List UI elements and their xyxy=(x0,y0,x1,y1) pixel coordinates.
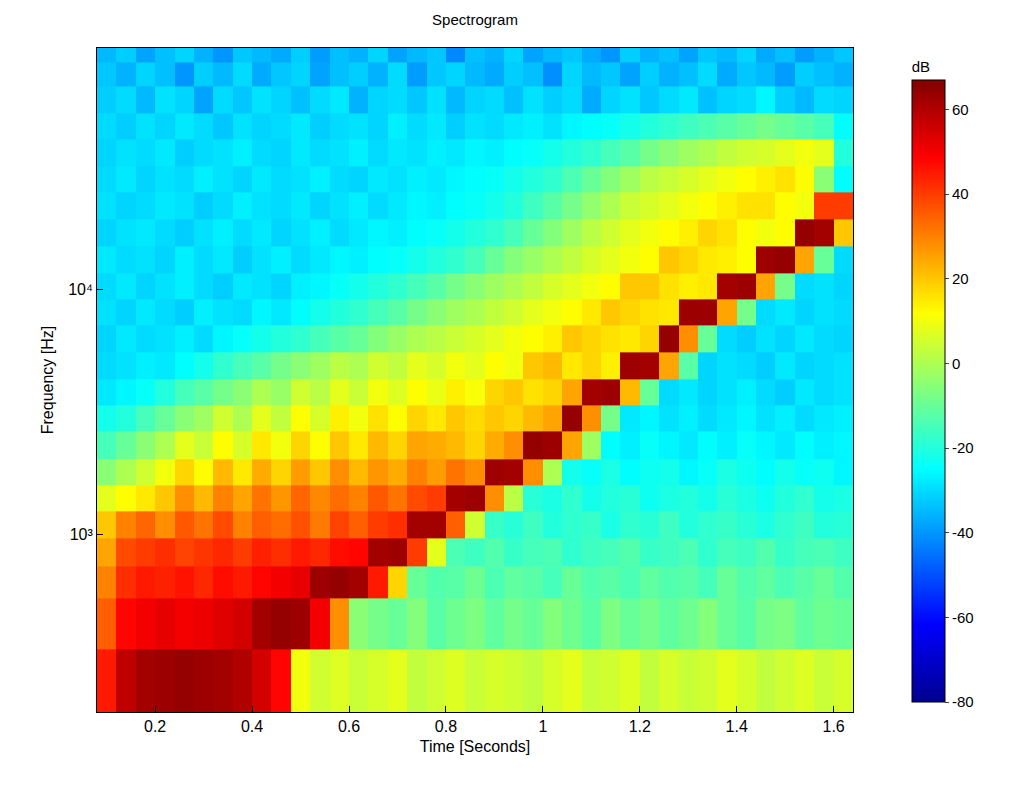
svg-text:0.4: 0.4 xyxy=(241,718,263,735)
svg-text:0.2: 0.2 xyxy=(144,718,166,735)
svg-text:Frequency [Hz]: Frequency [Hz] xyxy=(39,326,56,434)
svg-text:1: 1 xyxy=(538,718,547,735)
svg-text:1.2: 1.2 xyxy=(629,718,651,735)
svg-text:-20: -20 xyxy=(952,439,974,456)
svg-text:0.8: 0.8 xyxy=(435,718,457,735)
svg-text:1.4: 1.4 xyxy=(726,718,748,735)
svg-text:10⁴: 10⁴ xyxy=(68,281,93,298)
svg-text:60: 60 xyxy=(952,101,969,118)
svg-text:-40: -40 xyxy=(952,524,974,541)
svg-text:-60: -60 xyxy=(952,609,974,626)
svg-text:Time [Seconds]: Time [Seconds] xyxy=(420,738,531,755)
svg-text:0: 0 xyxy=(952,355,960,372)
svg-text:Spectrogram: Spectrogram xyxy=(432,11,518,28)
svg-text:1.6: 1.6 xyxy=(822,718,844,735)
svg-text:0.6: 0.6 xyxy=(338,718,360,735)
svg-text:10³: 10³ xyxy=(70,526,94,543)
svg-text:-80: -80 xyxy=(952,693,974,710)
svg-text:20: 20 xyxy=(952,270,969,287)
svg-text:dB: dB xyxy=(912,58,930,75)
svg-text:40: 40 xyxy=(952,185,969,202)
